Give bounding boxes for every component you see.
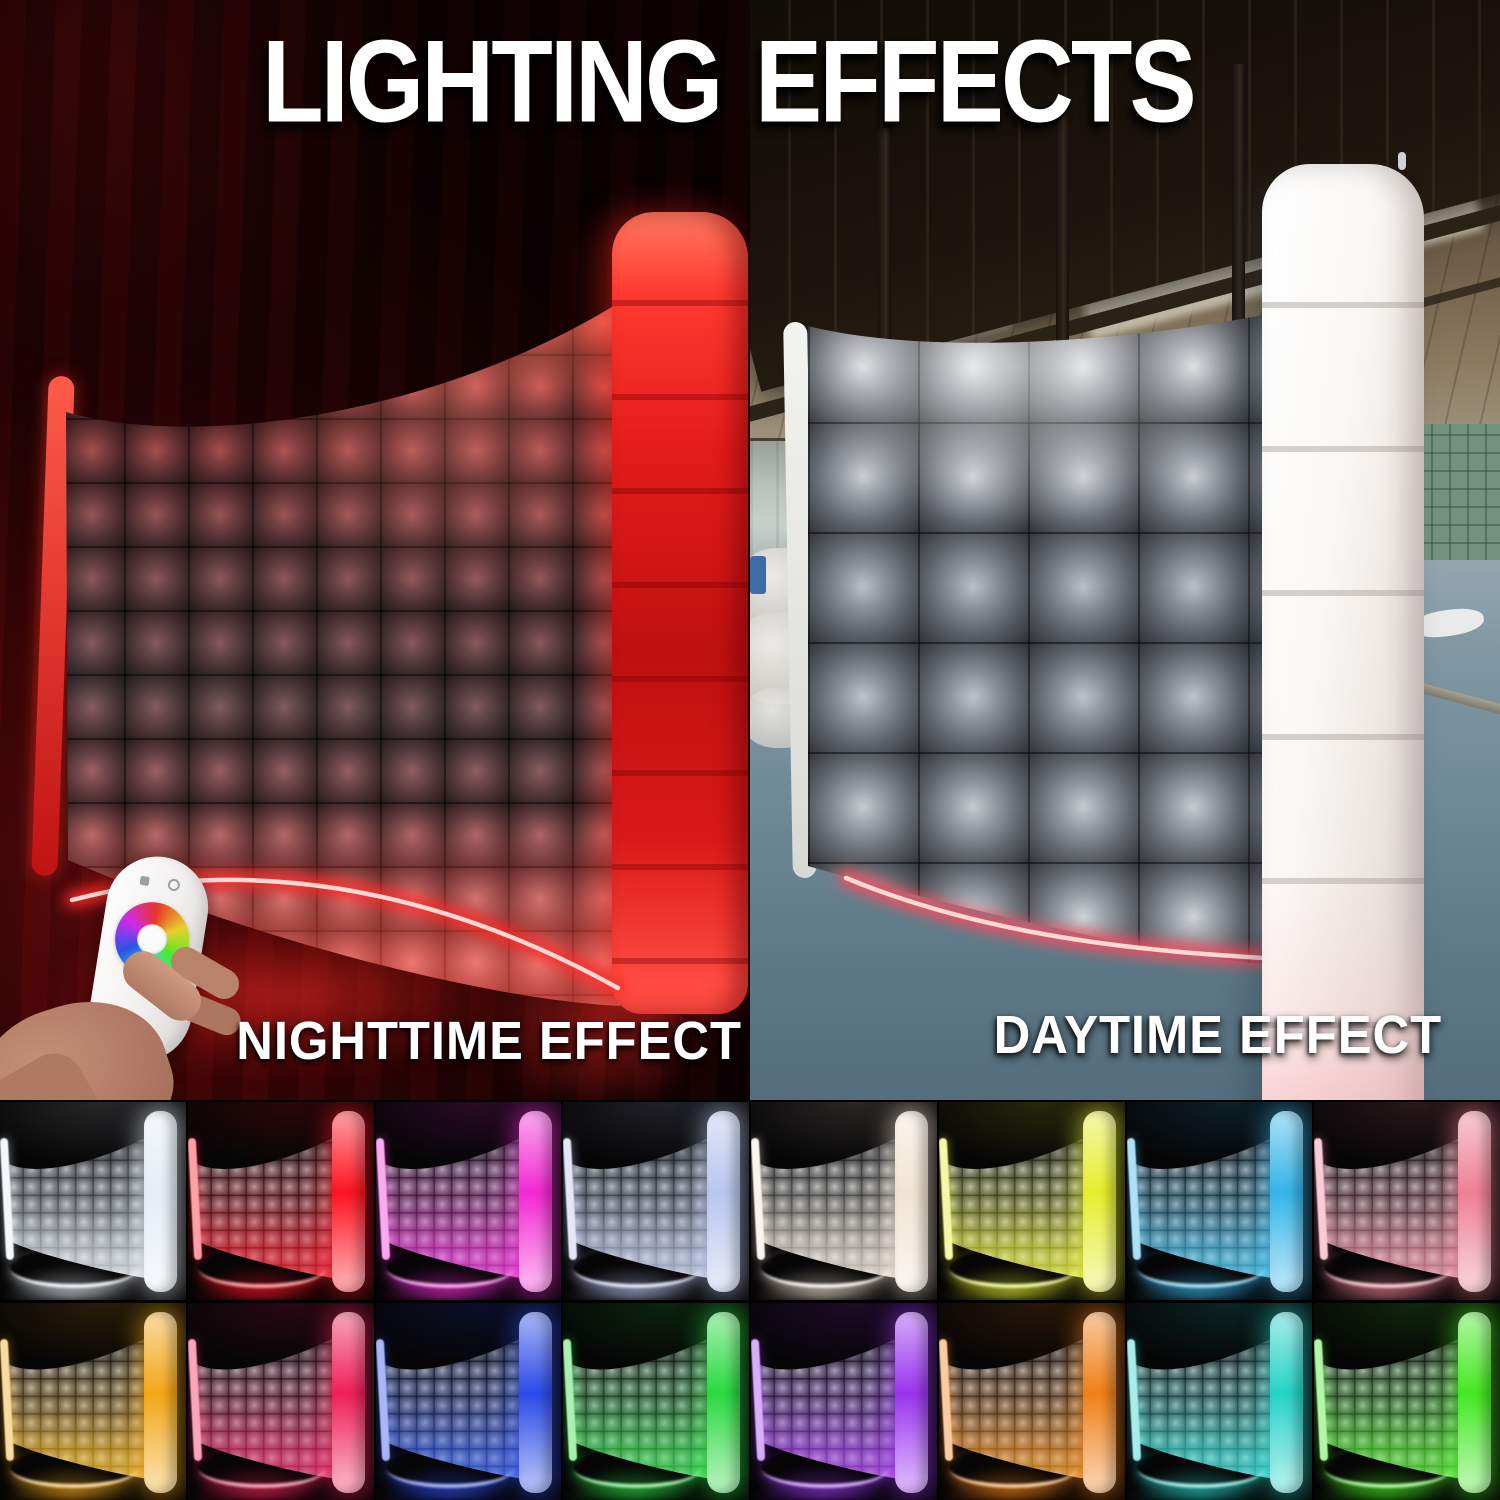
backdrop-side-column-red	[612, 212, 748, 1014]
swatch-tile-lime-green	[1314, 1302, 1500, 1500]
swatch-tile-turquoise	[1126, 1302, 1313, 1500]
nighttime-caption: NIGHTTIME EFFECT	[236, 1011, 742, 1071]
color-variations-grid	[0, 1102, 1500, 1500]
mini-led-base-strip	[1136, 1448, 1265, 1488]
swatch-tile-cool-white	[0, 1102, 186, 1300]
swatch-tile-gold	[0, 1302, 186, 1500]
swatch-tile-rose-red	[187, 1302, 374, 1500]
mini-led-base-strip	[948, 1448, 1077, 1488]
swatch-tile-green	[563, 1302, 749, 1500]
mini-led-base-strip	[385, 1448, 514, 1488]
swatch-tile-cyan	[1126, 1102, 1313, 1300]
swatch-tile-yellow	[938, 1102, 1125, 1300]
mini-led-base-strip	[948, 1248, 1077, 1288]
mini-led-base-strip	[761, 1248, 889, 1288]
mini-led-base-strip	[573, 1248, 702, 1288]
blue-container	[750, 556, 766, 594]
scene-day: DAYTIME EFFECT	[750, 0, 1500, 1100]
swatch-tile-purple	[751, 1302, 937, 1500]
poster-title: LIGHTING EFFECTS	[261, 17, 1197, 147]
mini-led-base-strip	[10, 1448, 138, 1488]
quilted-backdrop-wall-silver	[808, 314, 1268, 964]
mini-led-base-strip	[1136, 1248, 1265, 1288]
mini-led-base-strip	[573, 1448, 702, 1488]
backdrop-side-column-white	[1262, 152, 1424, 1100]
swatch-tile-ice-blue	[563, 1102, 749, 1300]
swatch-tile-rose-pink	[1314, 1102, 1500, 1300]
swatch-tile-red	[187, 1102, 374, 1300]
remote-power-icon	[167, 878, 181, 892]
mini-led-base-strip	[1324, 1448, 1453, 1488]
comparison-panels: NIGHTTIME EFFECT	[0, 0, 1500, 1100]
mini-led-base-strip	[1324, 1248, 1453, 1288]
swatch-tile-orange	[938, 1302, 1125, 1500]
mini-led-base-strip	[10, 1248, 138, 1288]
swatch-tile-magenta	[375, 1102, 562, 1300]
mini-led-base-strip	[197, 1448, 326, 1488]
mini-led-base-strip	[761, 1448, 889, 1488]
mini-led-base-strip	[385, 1248, 514, 1288]
scene-night: NIGHTTIME EFFECT	[0, 0, 750, 1100]
anchor-loop	[1398, 152, 1406, 170]
mini-led-base-strip	[197, 1248, 326, 1288]
swatch-tile-warm-white	[751, 1102, 937, 1300]
daytime-caption: DAYTIME EFFECT	[993, 1005, 1442, 1065]
remote-button-icon	[139, 875, 150, 887]
swatch-tile-blue	[375, 1302, 562, 1500]
color-wheel-icon	[109, 896, 195, 982]
